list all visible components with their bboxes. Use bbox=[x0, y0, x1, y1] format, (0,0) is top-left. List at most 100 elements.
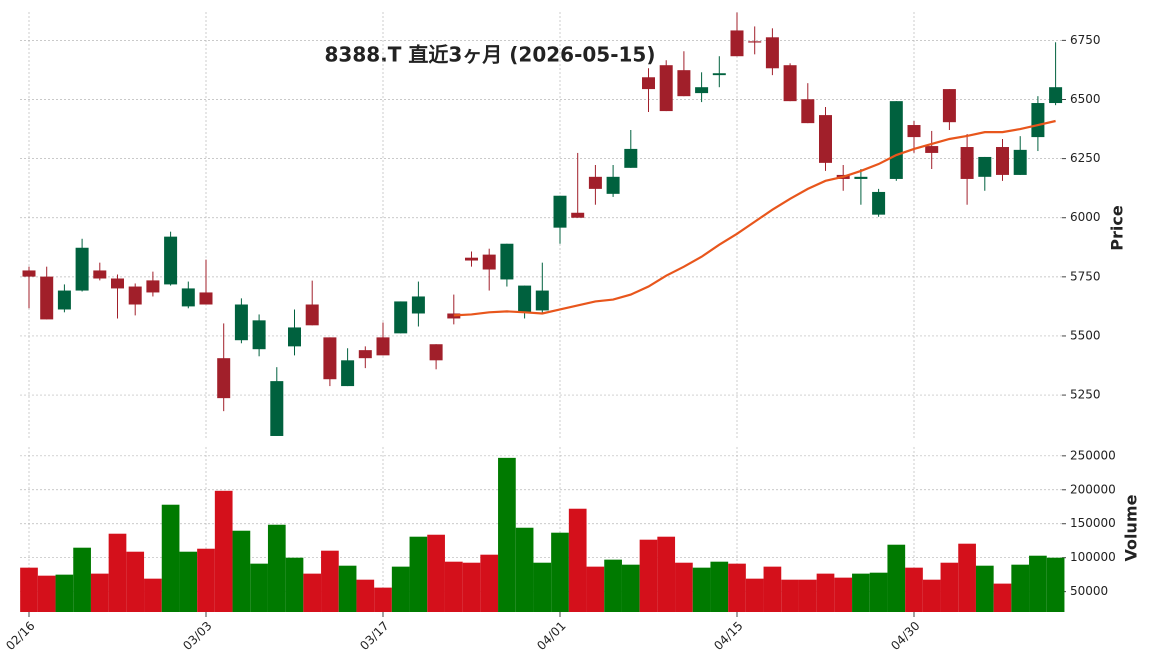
candle-body bbox=[57, 290, 71, 310]
candle-body bbox=[659, 65, 673, 112]
candle-body bbox=[358, 350, 372, 359]
candle-body bbox=[996, 147, 1009, 175]
candle-body bbox=[978, 156, 992, 177]
volume-bar bbox=[675, 562, 693, 612]
candle-body bbox=[642, 77, 655, 90]
y-tick-label: 6500 bbox=[1070, 92, 1101, 106]
volume-bar bbox=[887, 544, 906, 612]
volume-bar bbox=[781, 579, 799, 612]
candle-body bbox=[783, 65, 797, 102]
volume-bar bbox=[55, 574, 74, 612]
candle-body bbox=[765, 37, 779, 69]
volume-bar bbox=[621, 564, 640, 612]
candle-body bbox=[288, 327, 301, 347]
volume-bar bbox=[745, 578, 764, 612]
candle-body bbox=[394, 301, 408, 334]
volume-bar bbox=[515, 527, 534, 612]
candle-body bbox=[872, 191, 886, 215]
volume-bar bbox=[126, 551, 145, 612]
candle-body bbox=[518, 285, 532, 313]
volume-bar bbox=[161, 504, 180, 612]
candle-body bbox=[571, 212, 585, 218]
volume-bar bbox=[905, 567, 923, 612]
candle-body bbox=[624, 148, 638, 168]
volume-bar bbox=[975, 565, 994, 612]
volume-bar bbox=[480, 554, 499, 612]
x-tick-label: 02/16 bbox=[3, 619, 37, 653]
volume-bar bbox=[197, 548, 215, 612]
candle-body bbox=[1049, 87, 1063, 104]
volume-bar bbox=[338, 565, 357, 612]
volume-bar bbox=[37, 575, 56, 612]
volume-bar bbox=[321, 550, 339, 612]
volume-bar bbox=[639, 539, 658, 612]
candle-body bbox=[376, 337, 390, 356]
volume-bar bbox=[692, 567, 711, 612]
volume-bar bbox=[73, 547, 91, 612]
volume-bar bbox=[108, 533, 127, 612]
candle-body bbox=[819, 115, 832, 163]
volume-bar bbox=[922, 579, 941, 612]
candle-body bbox=[164, 236, 178, 285]
volume-bar bbox=[498, 457, 516, 612]
candle-body bbox=[942, 89, 956, 123]
candle-body bbox=[500, 243, 514, 280]
candle-body bbox=[429, 344, 443, 361]
x-tick-label: 04/15 bbox=[711, 619, 745, 653]
volume-bar bbox=[852, 573, 870, 612]
volume-bar bbox=[993, 583, 1012, 612]
volume-bar bbox=[869, 572, 888, 612]
volume-bar bbox=[303, 573, 322, 612]
volume-bar bbox=[356, 579, 375, 612]
candle-body bbox=[181, 288, 195, 307]
volume-bar bbox=[409, 536, 428, 612]
y-axis-label: Volume bbox=[1122, 494, 1141, 561]
candle-body bbox=[22, 270, 36, 277]
y-axis-label: Price bbox=[1108, 205, 1127, 251]
volume-bar bbox=[90, 573, 109, 612]
volume-bar bbox=[940, 562, 959, 612]
candle-body bbox=[93, 270, 107, 279]
y-tick-label: 5500 bbox=[1070, 328, 1101, 342]
candle-body bbox=[553, 195, 567, 228]
candle-body bbox=[801, 99, 815, 124]
volume-bar bbox=[728, 563, 746, 612]
candle-body bbox=[323, 337, 337, 380]
volume-bar bbox=[374, 587, 392, 612]
y-tick-label: 50000 bbox=[1070, 584, 1108, 598]
volume-bar bbox=[604, 559, 622, 612]
volume-bar bbox=[816, 573, 835, 612]
volume-bar bbox=[20, 567, 38, 612]
volume-bar bbox=[710, 561, 729, 612]
moving-average-line bbox=[453, 119, 1056, 317]
volume-bar bbox=[427, 534, 445, 612]
candle-body bbox=[75, 247, 89, 291]
candle-body bbox=[252, 320, 266, 350]
candle-body bbox=[712, 73, 726, 76]
candle-body bbox=[889, 101, 903, 179]
y-tick-label: 6750 bbox=[1070, 33, 1101, 47]
volume-bar bbox=[551, 532, 569, 612]
candle-body bbox=[960, 147, 974, 179]
candle-body bbox=[465, 257, 478, 261]
volume-bar bbox=[179, 551, 198, 612]
candle-body bbox=[111, 278, 124, 289]
candle-body bbox=[677, 70, 691, 97]
candle-body bbox=[270, 381, 284, 436]
candle-body bbox=[128, 286, 142, 305]
y-tick-label: 200000 bbox=[1070, 482, 1116, 496]
candle-body bbox=[146, 280, 160, 293]
candle-body bbox=[234, 304, 248, 341]
volume-bar bbox=[798, 579, 817, 612]
candle-body bbox=[40, 276, 54, 320]
volume-bar bbox=[958, 543, 976, 612]
y-tick-label: 6250 bbox=[1070, 151, 1101, 165]
candle-body bbox=[854, 176, 868, 179]
candle-body bbox=[411, 296, 425, 314]
volume-bar bbox=[267, 524, 286, 612]
candle-body bbox=[588, 176, 602, 189]
candle-body bbox=[341, 360, 355, 387]
volume-bar bbox=[763, 566, 782, 612]
candle-body bbox=[695, 87, 709, 94]
volume-bar bbox=[568, 508, 587, 612]
